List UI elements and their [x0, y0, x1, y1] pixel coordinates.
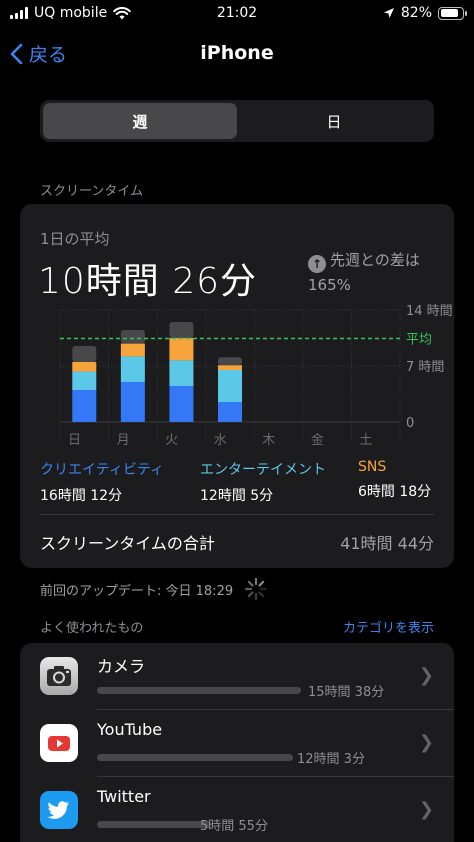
chevron-right-icon: ❯: [418, 665, 434, 686]
bar-segment: [218, 402, 242, 422]
app-usage-time: 5時間 55分: [200, 819, 268, 834]
legend-creativity: クリエイティビティ 16時間 12分: [40, 459, 164, 505]
bar-segment: [169, 322, 194, 338]
battery-icon: [438, 6, 467, 20]
show-categories-link[interactable]: カテゴリを表示: [342, 621, 434, 636]
bar-segment: [169, 386, 194, 422]
loading-spinner-icon: [245, 577, 268, 601]
usage-bar-chart: 14 時間 7 時間 0 日 月 火 水 木 金 土 平均: [59, 304, 453, 448]
most-used-label: よく使われたもの: [40, 621, 144, 636]
status-right: 82%: [383, 5, 467, 21]
app-usage-bar: [97, 754, 293, 761]
status-bar: UQ mobile 21:02 82%: [0, 0, 474, 28]
daily-average-label: 1日の平均: [40, 230, 110, 248]
diff-percent: 165%: [308, 276, 351, 294]
back-button[interactable]: 戻る: [10, 40, 67, 67]
period-segmented-control: 週 日: [40, 100, 434, 142]
row-divider: [97, 776, 454, 777]
app-name: カメラ: [97, 657, 146, 676]
bar-segment: [120, 330, 145, 344]
y-tick-label: 14 時間: [406, 304, 453, 319]
x-tick-label: 火: [165, 433, 178, 448]
battery-percent: 82%: [400, 5, 432, 21]
clock: 21:02: [216, 5, 258, 21]
chevron-right-icon: ❯: [418, 732, 434, 753]
bar-segment: [120, 356, 145, 382]
x-tick-label: 日: [68, 433, 81, 448]
bar-segment: [169, 360, 194, 386]
legend-sns: SNS 6時間 18分: [358, 459, 431, 501]
legend-sns-label: SNS: [358, 459, 387, 475]
app-name: YouTube: [97, 720, 163, 739]
signal-icon: [10, 7, 28, 19]
app-row-camera[interactable]: カメラ 15時間 38分 ❯: [20, 643, 454, 710]
app-usage-bar: [97, 821, 211, 828]
week-difference: ↑ 先週との差は 165%: [308, 248, 448, 297]
screen-time-section-label: スクリーンタイム: [40, 184, 144, 199]
divider: [40, 514, 434, 515]
bar-segment: [72, 390, 97, 422]
y-tick-label: 0: [406, 416, 414, 431]
app-usage-bar: [97, 687, 301, 694]
app-row-twitter[interactable]: Twitter 5時間 55分 ❯: [20, 777, 454, 842]
segment-day[interactable]: 日: [326, 112, 342, 131]
daily-average-value: 10時間 26分: [38, 261, 258, 302]
bar-segment: [218, 365, 242, 370]
app-usage-time: 15時間 38分: [308, 685, 385, 700]
location-icon: [383, 8, 394, 18]
x-tick-label: 木: [262, 433, 275, 448]
total-label: スクリーンタイムの合計: [40, 534, 215, 553]
twitter-icon: [40, 791, 78, 829]
most-used-apps-list: カメラ 15時間 38分 ❯ YouTube 12時間 3分 ❯ Twitter…: [20, 643, 454, 842]
carrier-label: UQ mobile: [34, 5, 108, 21]
legend-sns-value: 6時間 18分: [358, 484, 432, 500]
bar-segment: [169, 338, 194, 361]
page-title: iPhone: [200, 42, 274, 64]
legend-creativity-label: クリエイティビティ: [40, 462, 165, 478]
camera-icon: [40, 657, 78, 695]
bar-segment: [218, 370, 242, 402]
bar-segment: [120, 343, 145, 357]
arrow-up-icon: ↑: [308, 255, 326, 273]
bar-segment: [120, 382, 145, 422]
y-tick-label: 7 時間: [406, 360, 444, 375]
status-left: UQ mobile: [10, 5, 132, 21]
legend-creativity-value: 16時間 12分: [40, 488, 123, 504]
bar-segment: [72, 362, 97, 372]
x-tick-label: 金: [311, 432, 324, 448]
diff-label: 先週との差は: [330, 251, 420, 269]
legend-entertainment-value: 12時間 5分: [200, 488, 274, 504]
total-value: 41時間 44分: [340, 534, 434, 553]
x-tick-label: 土: [359, 433, 372, 448]
row-divider: [97, 709, 454, 710]
segment-week[interactable]: 週: [43, 103, 237, 139]
x-tick-label: 月: [117, 433, 130, 448]
most-used-header: よく使われたもの カテゴリを表示: [40, 617, 434, 636]
screen-time-summary-card[interactable]: 1日の平均 10時間 26分 ↑ 先週との差は 165% 14 時間 7 時間 0 日 月…: [20, 204, 454, 568]
app-row-youtube[interactable]: YouTube 12時間 3分 ❯: [20, 710, 454, 777]
wifi-icon: [113, 6, 132, 19]
legend-entertainment-label: エンターテイメント: [200, 462, 326, 478]
app-name: Twitter: [97, 787, 151, 806]
last-update: 前回のアップデート: 今日 18:29: [40, 576, 269, 602]
x-tick-label: 水: [214, 433, 227, 448]
bar-segment: [72, 371, 97, 390]
app-usage-time: 12時間 3分: [297, 752, 365, 767]
navigation-bar: 戻る iPhone: [0, 36, 474, 72]
bar-segment: [218, 357, 242, 366]
chevron-right-icon: ❯: [418, 799, 434, 820]
last-update-text: 前回のアップデート: 今日 18:29: [40, 583, 234, 599]
chevron-left-icon: [10, 43, 23, 64]
average-label: 平均: [406, 333, 432, 348]
youtube-icon: [40, 724, 78, 762]
bar-segment: [72, 346, 97, 362]
back-label: 戻る: [29, 44, 68, 66]
legend-entertainment: エンターテイメント 12時間 5分: [200, 459, 326, 505]
